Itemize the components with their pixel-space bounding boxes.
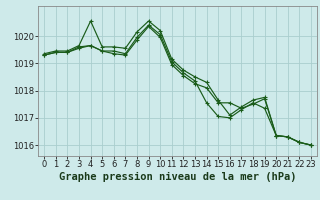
X-axis label: Graphe pression niveau de la mer (hPa): Graphe pression niveau de la mer (hPa) — [59, 172, 296, 182]
